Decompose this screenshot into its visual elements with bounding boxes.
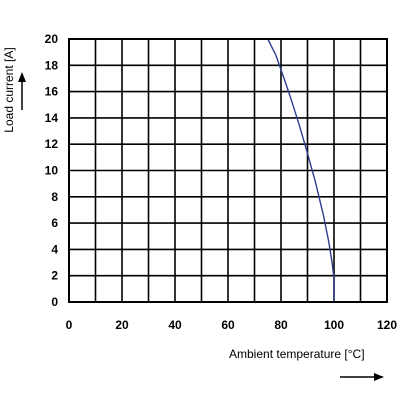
x-tick-label: 20 — [115, 318, 129, 332]
x-tick-labels: 0 20 40 60 80 100 120 — [66, 318, 398, 332]
y-tick-label: 6 — [51, 216, 58, 230]
y-tick-label: 18 — [45, 58, 59, 72]
series-line-0 — [69, 38, 335, 302]
y-tick-label: 14 — [45, 111, 59, 125]
x-tick-label: 60 — [221, 318, 235, 332]
x-axis-title: Ambient temperature [°C] — [229, 347, 365, 361]
y-tick-labels: 0 2 4 6 8 10 12 14 16 18 20 — [45, 32, 59, 309]
plot-border — [68, 38, 388, 303]
y-axis-title: Load current [A] — [2, 47, 16, 132]
x-axis-arrow — [340, 373, 384, 381]
x-tick-label: 120 — [377, 318, 397, 332]
x-tick-label: 0 — [66, 318, 73, 332]
y-tick-label: 8 — [51, 190, 58, 204]
y-tick-label: 2 — [51, 269, 58, 283]
x-tick-label: 80 — [274, 318, 288, 332]
series-layer — [69, 38, 335, 302]
y-tick-label: 4 — [51, 242, 58, 256]
y-axis-arrow — [18, 72, 26, 110]
y-tick-label: 12 — [45, 137, 59, 151]
y-tick-label: 0 — [51, 295, 58, 309]
y-tick-label: 16 — [45, 85, 59, 99]
y-tick-label: 20 — [45, 32, 59, 46]
x-tick-label: 40 — [168, 318, 182, 332]
x-tick-label: 100 — [324, 318, 344, 332]
plot-frame — [68, 38, 388, 303]
y-tick-label: 10 — [45, 164, 59, 178]
grid — [68, 38, 388, 303]
